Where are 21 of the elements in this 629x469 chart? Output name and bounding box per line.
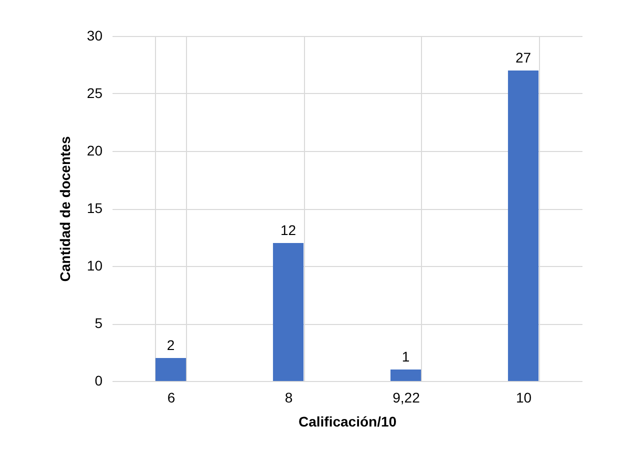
y-tick-label: 20: [86, 142, 103, 158]
data-label: 27: [515, 50, 532, 66]
x-tick-label: 8: [284, 390, 293, 406]
y-tick-label: 5: [94, 315, 103, 331]
y-tick-label: 25: [86, 85, 103, 101]
bar: [155, 358, 186, 381]
y-axis-title: Cantidad de docentes: [56, 136, 73, 282]
bar: [272, 243, 304, 381]
y-tick-label: 15: [86, 200, 103, 216]
bar: [390, 370, 422, 381]
data-label: 12: [280, 222, 296, 238]
x-axis-title: Calificación/10: [298, 414, 397, 430]
x-tick-label: 6: [167, 390, 176, 406]
x-tick-label: 10: [516, 390, 532, 406]
bar: [508, 70, 539, 381]
y-tick-label: 10: [86, 258, 103, 274]
data-label: 1: [402, 348, 410, 364]
y-tick-label: 30: [86, 28, 103, 44]
y-tick-label: 0: [94, 372, 103, 388]
x-tick-label: 9,22: [392, 390, 420, 406]
data-label: 2: [166, 337, 175, 353]
